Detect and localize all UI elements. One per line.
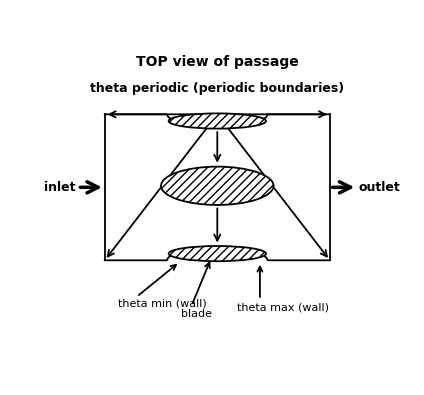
Text: TOP view of passage: TOP view of passage [136,55,298,69]
Text: theta min (wall): theta min (wall) [118,298,207,308]
Ellipse shape [161,167,273,205]
Ellipse shape [169,113,266,129]
Text: outlet: outlet [359,181,401,194]
Ellipse shape [169,246,266,261]
Text: theta max (wall): theta max (wall) [237,303,329,313]
Text: blade: blade [181,309,212,319]
Text: theta periodic (periodic boundaries): theta periodic (periodic boundaries) [90,82,344,95]
Text: inlet: inlet [45,181,76,194]
